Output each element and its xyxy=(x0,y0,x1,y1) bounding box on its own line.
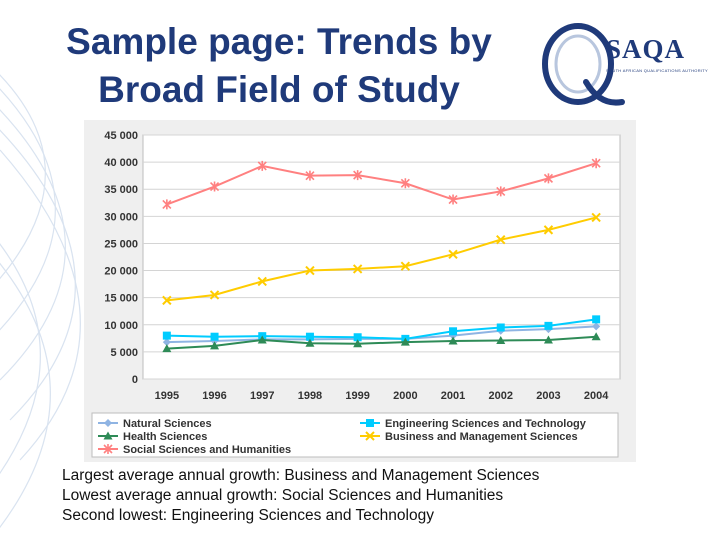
caption-lowest-growth: Lowest average annual growth: Social Sci… xyxy=(62,487,504,504)
saqa-logo-icon xyxy=(542,23,625,106)
data-point xyxy=(543,335,553,344)
data-point xyxy=(400,337,410,346)
data-point xyxy=(353,339,363,348)
data-point xyxy=(210,341,220,350)
data-point xyxy=(209,290,220,300)
data-point xyxy=(103,444,113,454)
data-point xyxy=(591,332,601,341)
data-point xyxy=(162,295,172,306)
data-point xyxy=(257,335,267,344)
data-point xyxy=(591,212,601,223)
y-tick-label: 45 000 xyxy=(104,130,138,142)
y-tick-label: 20 000 xyxy=(104,266,138,278)
data-point xyxy=(162,344,172,353)
x-tick-label: 1999 xyxy=(345,390,369,402)
title-line-2: Broad Field of Study xyxy=(98,69,460,110)
data-point xyxy=(305,338,315,347)
data-point xyxy=(543,173,554,184)
series-line xyxy=(166,318,597,340)
data-point xyxy=(103,431,113,440)
y-tick-label: 5 000 xyxy=(110,347,138,359)
data-point xyxy=(209,181,220,192)
data-point xyxy=(162,338,171,347)
series-line xyxy=(166,162,597,206)
data-point xyxy=(449,327,458,336)
data-point xyxy=(210,332,219,341)
caption-largest-growth: Largest average annual growth: Business … xyxy=(62,467,540,484)
y-tick-label: 25 000 xyxy=(104,238,138,250)
data-point xyxy=(496,336,506,345)
x-tick-label: 1995 xyxy=(155,390,179,402)
data-point xyxy=(400,261,411,271)
data-point xyxy=(305,170,315,181)
data-point xyxy=(162,331,171,340)
caption-block: Largest average annual growth: Business … xyxy=(62,466,539,526)
data-point xyxy=(257,160,267,171)
y-tick-label: 30 000 xyxy=(104,211,138,223)
x-tick-label: 1996 xyxy=(202,390,226,402)
y-tick-label: 40 000 xyxy=(104,157,138,169)
caption-second-lowest: Second lowest: Engineering Sciences and … xyxy=(62,507,434,524)
legend-label: Engineering Sciences and Technology xyxy=(385,418,587,430)
data-point xyxy=(591,158,601,169)
y-tick-label: 15 000 xyxy=(104,293,138,305)
data-point xyxy=(365,431,375,441)
x-tick-label: 1997 xyxy=(250,390,274,402)
data-point xyxy=(305,332,314,341)
data-point xyxy=(366,419,374,427)
x-tick-label: 2001 xyxy=(441,390,465,402)
x-tick-label: 2000 xyxy=(393,390,417,402)
data-point xyxy=(543,225,554,235)
line-chart: 0 5 000 10 000 15 000 20 000 25 000 30 000 35 0… xyxy=(91,130,621,458)
data-point xyxy=(496,323,505,332)
logo-text: SAQA xyxy=(606,34,686,64)
data-point xyxy=(448,336,458,345)
legend-label: Health Sciences xyxy=(123,431,207,443)
y-tick-label: 0 xyxy=(132,374,138,386)
logo-subtext: SOUTH AFRICAN QUALIFICATIONS AUTHORITY xyxy=(606,68,709,73)
x-tick-label: 1998 xyxy=(298,390,322,402)
page-title: Sample page: Trends by Broad Field of St… xyxy=(14,18,544,114)
data-point xyxy=(210,337,219,346)
legend-label: Social Sciences and Humanities xyxy=(123,444,291,456)
chart-container: 0 5 000 10 000 15 000 20 000 25 000 30 000 35 0… xyxy=(84,120,636,462)
data-point xyxy=(592,315,601,324)
data-point xyxy=(162,199,172,210)
data-point xyxy=(496,234,506,245)
data-point xyxy=(448,194,458,205)
data-point xyxy=(544,321,553,330)
data-point xyxy=(305,265,315,276)
data-point xyxy=(352,264,363,274)
data-point xyxy=(592,322,601,331)
data-point xyxy=(257,276,267,287)
data-point xyxy=(400,178,410,189)
data-point xyxy=(104,419,112,427)
legend-box xyxy=(91,412,619,458)
data-point xyxy=(496,186,506,197)
title-line-1: Sample page: Trends by xyxy=(66,21,492,62)
x-tick-label: 2004 xyxy=(584,390,609,402)
data-point xyxy=(353,170,363,181)
legend-label: Natural Sciences xyxy=(123,418,212,430)
data-point xyxy=(448,249,458,259)
legend-label: Business and Management Sciences xyxy=(385,431,578,443)
series-line xyxy=(166,216,597,302)
y-tick-label: 10 000 xyxy=(104,320,138,332)
x-tick-label: 2003 xyxy=(536,390,560,402)
data-point xyxy=(353,333,362,342)
y-tick-label: 35 000 xyxy=(104,184,138,196)
x-tick-label: 2002 xyxy=(489,390,513,402)
series-line xyxy=(166,335,597,350)
background-swirl xyxy=(0,74,81,528)
